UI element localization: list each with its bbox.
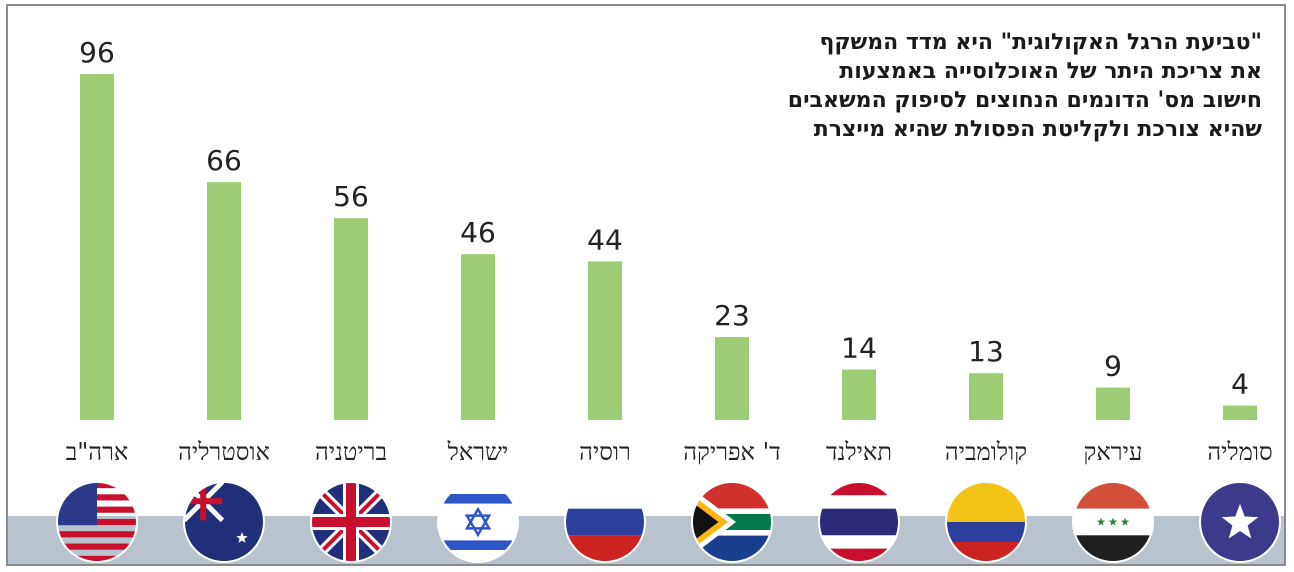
- australia-flag: [184, 482, 264, 562]
- category-label-7: קולומביה: [945, 438, 1027, 466]
- value-label-8: 9: [1104, 350, 1122, 383]
- description-line-1: "טביעת הרגל האקולוגית" היא מדד המשקף: [819, 30, 1262, 55]
- israel-flag: [438, 482, 518, 562]
- bar-9: [1223, 405, 1257, 420]
- value-label-9: 4: [1231, 368, 1249, 401]
- bar-2: [334, 218, 368, 420]
- value-label-0: 96: [79, 36, 115, 69]
- value-label-2: 56: [333, 180, 369, 213]
- category-label-0: ארה"ב: [66, 438, 129, 466]
- bar-7: [969, 373, 1003, 420]
- category-label-9: סומליה: [1207, 438, 1272, 466]
- bar-5: [715, 337, 749, 420]
- value-label-5: 23: [714, 299, 750, 332]
- bar-chart: 96 ארה"ב 66 אוסטרליה 56 בריטניה 46 ישראל 44 רוסיה…: [56, 36, 1281, 563]
- category-label-1: אוסטרליה: [178, 438, 270, 466]
- category-label-5: ד' אפריקה: [683, 438, 780, 466]
- value-label-6: 14: [841, 332, 877, 365]
- category-label-6: תאילנד: [826, 438, 892, 466]
- usa-flag: [57, 482, 137, 562]
- description-line-4: שהיא צורכת ולקליטת הפסולת שהיא מייצרת: [813, 117, 1262, 142]
- value-label-1: 66: [206, 144, 242, 177]
- description-line-2: את צריכת היתר של האוכלוסייה באמצעות: [839, 59, 1262, 84]
- category-label-8: עיראק: [1084, 438, 1143, 466]
- description-line-3: חישוב מס' הדונמים הנחוצים לסיפוק המשאבים: [787, 88, 1262, 113]
- value-label-3: 46: [460, 216, 496, 249]
- chart-description: "טביעת הרגל האקולוגית" היא מדד המשקף את …: [702, 28, 1262, 144]
- bar-0: [80, 74, 114, 420]
- bar-6: [842, 369, 876, 420]
- uk-flag: [311, 482, 391, 562]
- bar-8: [1096, 387, 1130, 420]
- bar-3: [461, 254, 495, 420]
- value-label-4: 44: [587, 223, 623, 256]
- chart-frame: 96 ארה"ב 66 אוסטרליה 56 בריטניה 46 ישראל 44 רוסיה…: [6, 4, 1286, 566]
- somalia-flag: [1200, 482, 1280, 562]
- bar-1: [207, 182, 241, 420]
- category-label-4: רוסיה: [579, 438, 631, 466]
- category-label-3: ישראל: [447, 438, 509, 466]
- category-label-2: בריטניה: [315, 438, 387, 466]
- value-label-7: 13: [968, 335, 1004, 368]
- bar-4: [588, 261, 622, 420]
